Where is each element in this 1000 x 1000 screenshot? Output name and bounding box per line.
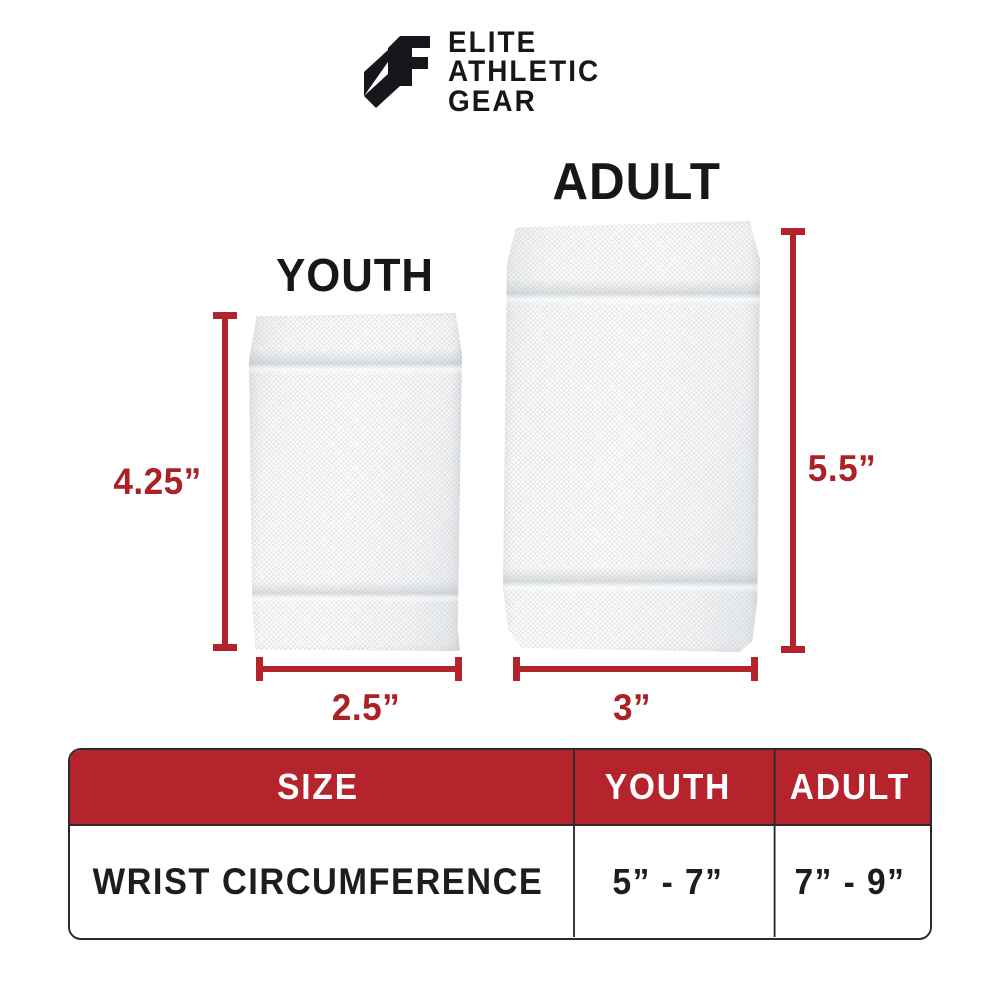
- adult-sleeve-image: [503, 221, 760, 652]
- size-table-cell-youth: 5” - 7”: [573, 826, 761, 937]
- youth-sleeve-cuff-seam: [249, 349, 462, 375]
- brand-line-3: GEAR: [448, 84, 537, 118]
- youth-width-dimension-line: [256, 657, 462, 681]
- size-table: SIZE YOUTH ADULT WRIST CIRCUMFERENCE 5” …: [68, 748, 932, 940]
- adult-height-label: 5.5”: [807, 448, 877, 489]
- adult-sleeve-hem-seam: [503, 567, 760, 593]
- elite-athletic-gear-monogram-icon: [364, 36, 430, 108]
- brand-logo: ELITE ATHLETIC GEAR: [360, 26, 660, 118]
- size-table-header-youth: YOUTH: [573, 750, 761, 824]
- youth-width-label: 2.5”: [331, 687, 401, 728]
- youth-height-dimension-line: [213, 312, 237, 651]
- size-table-header-size: SIZE: [277, 766, 359, 807]
- brand-line-1: ELITE: [448, 26, 538, 60]
- size-table-cell-adult: 7” - 9”: [773, 826, 925, 937]
- youth-sleeve-hem-seam: [249, 581, 462, 603]
- adult-width-dimension-line: [513, 657, 758, 681]
- youth-title: YOUTH: [276, 249, 434, 301]
- size-table-header-adult: ADULT: [773, 750, 925, 824]
- youth-height-label: 4.25”: [113, 461, 202, 502]
- size-table-header-row: SIZE YOUTH ADULT: [70, 750, 930, 826]
- size-table-row-label: WRIST CIRCUMFERENCE: [92, 860, 544, 902]
- brand-line-2: ATHLETIC: [448, 55, 601, 89]
- adult-sleeve-cuff-seam: [503, 279, 760, 305]
- youth-sleeve-image: [249, 313, 462, 651]
- adult-title: ADULT: [552, 153, 721, 211]
- table-row: WRIST CIRCUMFERENCE 5” - 7” 7” - 9”: [70, 826, 930, 937]
- brand-wordmark: ELITE ATHLETIC GEAR: [448, 26, 612, 118]
- adult-width-label: 3”: [613, 687, 652, 728]
- adult-height-dimension-line: [781, 228, 805, 653]
